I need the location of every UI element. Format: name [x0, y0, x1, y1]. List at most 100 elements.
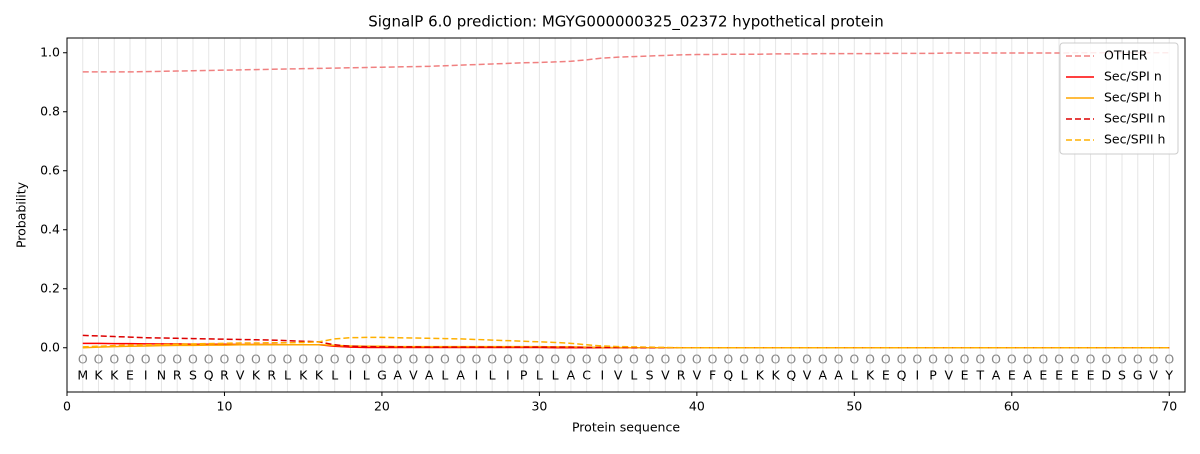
- residue-label: E: [1055, 368, 1063, 383]
- x-tick-label: 60: [1004, 399, 1020, 414]
- residue-label: A: [834, 368, 843, 383]
- residue-label: I: [915, 368, 919, 383]
- predicted-label: O: [519, 352, 529, 367]
- predicted-label: O: [393, 352, 403, 367]
- predicted-label: O: [708, 352, 718, 367]
- residue-label: A: [1023, 368, 1032, 383]
- residue-label: V: [945, 368, 954, 383]
- y-tick-label: 0.4: [40, 221, 60, 236]
- predicted-label: O: [157, 352, 167, 367]
- predicted-label: O: [487, 352, 497, 367]
- residue-label: K: [110, 368, 119, 383]
- predicted-label: O: [771, 352, 781, 367]
- predicted-label: O: [786, 352, 796, 367]
- predicted-label: O: [1117, 352, 1127, 367]
- predicted-label: O: [534, 352, 544, 367]
- residue-label: M: [77, 368, 88, 383]
- predicted-label: O: [692, 352, 702, 367]
- predicted-label: O: [613, 352, 623, 367]
- series-line: [82, 52, 1170, 73]
- y-tick-label: 0.0: [40, 339, 60, 354]
- predicted-label: O: [912, 352, 922, 367]
- residue-label: L: [284, 368, 291, 383]
- residue-label: L: [741, 368, 748, 383]
- residue-label: R: [173, 368, 182, 383]
- predicted-label: O: [1133, 352, 1143, 367]
- residue-label: Y: [1164, 368, 1173, 383]
- residue-label: E: [882, 368, 890, 383]
- predicted-label: O: [897, 352, 907, 367]
- residue-label: G: [1133, 368, 1143, 383]
- predicted-label: O: [125, 352, 135, 367]
- residue-label: E: [1008, 368, 1016, 383]
- predicted-label: O: [818, 352, 828, 367]
- predicted-label: O: [440, 352, 450, 367]
- residue-label: D: [1101, 368, 1111, 383]
- predicted-label: O: [172, 352, 182, 367]
- residue-label: T: [975, 368, 984, 383]
- residue-label: A: [456, 368, 465, 383]
- predicted-label: O: [141, 352, 151, 367]
- residue-label: V: [1149, 368, 1158, 383]
- residue-label: A: [393, 368, 402, 383]
- y-tick-label: 1.0: [40, 44, 60, 59]
- residue-label: K: [299, 368, 308, 383]
- residue-label: V: [236, 368, 245, 383]
- residue-label: R: [220, 368, 229, 383]
- predicted-label: O: [991, 352, 1001, 367]
- residue-label: Q: [204, 368, 214, 383]
- predicted-label: O: [1023, 352, 1033, 367]
- predicted-label: O: [330, 352, 340, 367]
- predicted-label: O: [975, 352, 985, 367]
- series-line: [82, 334, 1170, 349]
- residue-label: A: [567, 368, 576, 383]
- residue-label: A: [425, 368, 434, 383]
- residue-label: A: [819, 368, 828, 383]
- predicted-label: O: [314, 352, 324, 367]
- residue-label: K: [252, 368, 261, 383]
- residue-label: R: [677, 368, 686, 383]
- residue-label: L: [630, 368, 637, 383]
- predicted-label: O: [204, 352, 214, 367]
- predicted-label: O: [928, 352, 938, 367]
- residue-label: I: [349, 368, 353, 383]
- residue-label: Q: [786, 368, 796, 383]
- residue-label: K: [94, 368, 103, 383]
- residue-label: E: [961, 368, 969, 383]
- legend-label: Sec/SPI h: [1104, 90, 1162, 105]
- x-tick-label: 50: [846, 399, 862, 414]
- predicted-label: O: [78, 352, 88, 367]
- x-tick-label: 10: [217, 399, 233, 414]
- y-tick-label: 0.8: [40, 103, 60, 118]
- predicted-label: O: [1038, 352, 1048, 367]
- legend-label: OTHER: [1104, 48, 1148, 63]
- residue-label: V: [409, 368, 418, 383]
- predicted-label: O: [424, 352, 434, 367]
- residue-label: Q: [723, 368, 733, 383]
- predicted-label: O: [676, 352, 686, 367]
- residue-label: E: [1087, 368, 1095, 383]
- predicted-label: O: [220, 352, 230, 367]
- predicted-label: O: [346, 352, 356, 367]
- x-tick-label: 20: [374, 399, 390, 414]
- predicted-label: O: [94, 352, 104, 367]
- x-tick-label: 40: [689, 399, 705, 414]
- residue-label: K: [866, 368, 875, 383]
- residue-label: V: [693, 368, 702, 383]
- residue-label: R: [267, 368, 276, 383]
- predicted-label: O: [802, 352, 812, 367]
- residue-label: L: [441, 368, 448, 383]
- residue-label: I: [144, 368, 148, 383]
- residue-label: L: [552, 368, 559, 383]
- residue-label: L: [363, 368, 370, 383]
- legend-box: [1059, 42, 1179, 155]
- residue-label: S: [189, 368, 197, 383]
- residue-label: A: [992, 368, 1001, 383]
- predicted-label: O: [456, 352, 466, 367]
- predicted-label: O: [251, 352, 261, 367]
- predicted-label: O: [188, 352, 198, 367]
- predicted-label: O: [361, 352, 371, 367]
- residue-label: P: [520, 368, 528, 383]
- legend-label: Sec/SPII n: [1104, 111, 1165, 126]
